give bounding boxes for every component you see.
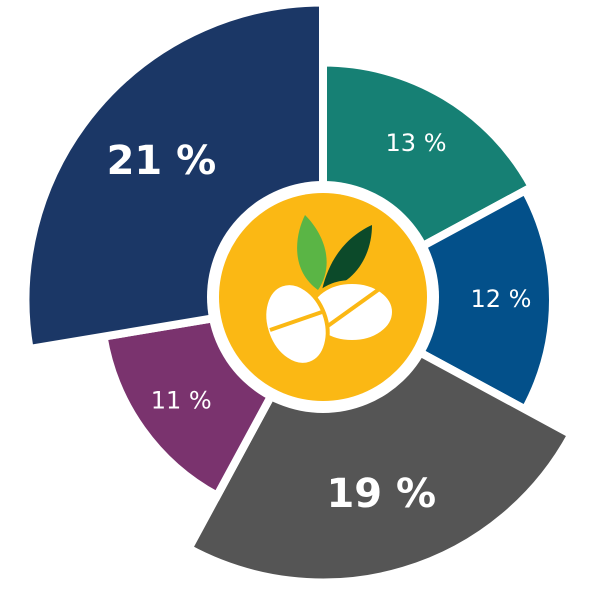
leaf bbox=[297, 215, 327, 290]
pill-groove bbox=[269, 310, 323, 332]
pill-groove bbox=[323, 288, 380, 330]
center-icon bbox=[207, 181, 439, 413]
value-label: 11 % bbox=[151, 386, 212, 414]
value-label: 19 % bbox=[326, 471, 436, 517]
value-label: 12 % bbox=[471, 285, 532, 313]
pill bbox=[262, 281, 330, 367]
value-label: 13 % bbox=[386, 129, 447, 157]
value-label: 21 % bbox=[107, 138, 217, 184]
leaf bbox=[322, 225, 372, 290]
slice bbox=[183, 294, 577, 587]
